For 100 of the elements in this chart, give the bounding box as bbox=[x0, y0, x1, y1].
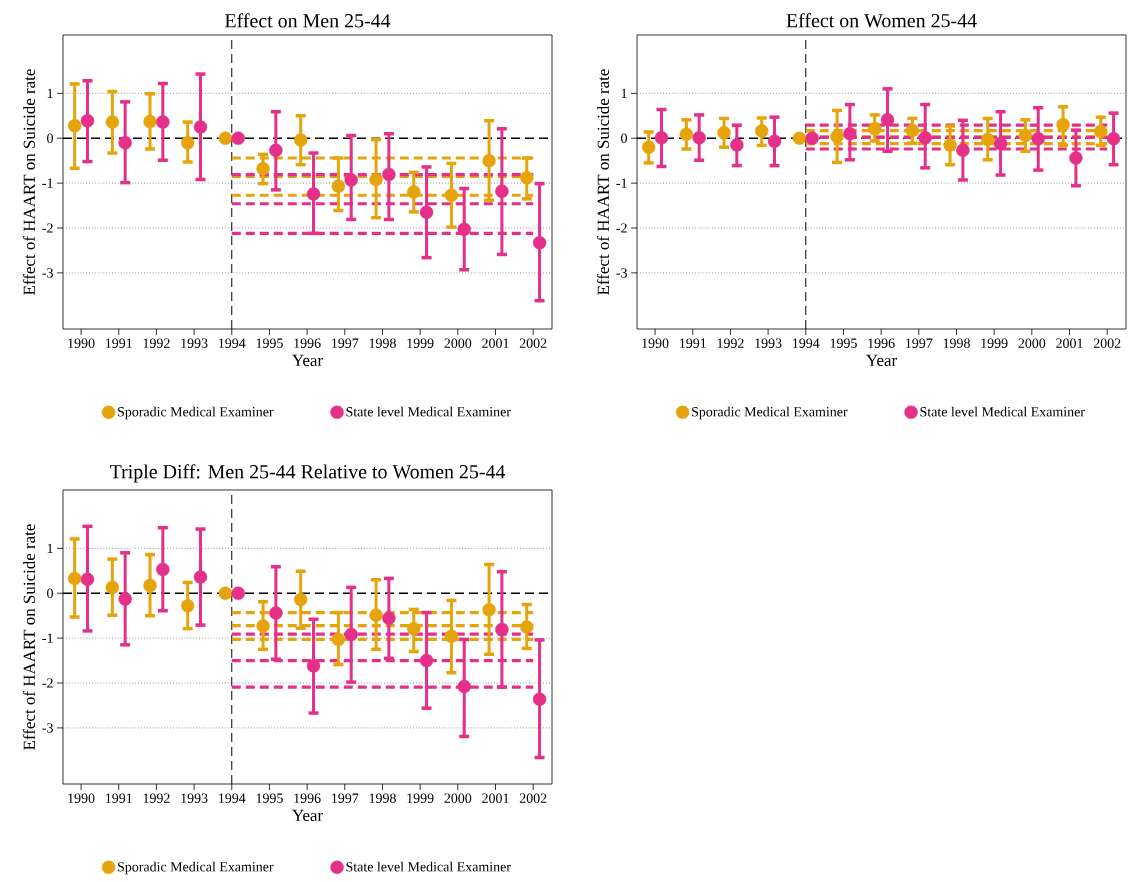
point bbox=[156, 115, 170, 129]
point bbox=[792, 131, 807, 145]
point bbox=[306, 659, 321, 673]
x-tick-label: 1991 bbox=[106, 793, 132, 803]
x-tick-label: 1997 bbox=[332, 338, 359, 348]
point bbox=[269, 606, 283, 620]
point bbox=[67, 118, 82, 133]
point bbox=[1031, 131, 1045, 146]
x-tick-label: 1990 bbox=[68, 338, 95, 348]
point bbox=[181, 136, 195, 150]
point bbox=[830, 129, 844, 144]
point bbox=[805, 131, 819, 145]
y-tick-label: -3 bbox=[42, 268, 53, 278]
point bbox=[294, 133, 308, 147]
point bbox=[730, 138, 744, 152]
y-axis-title: Effect of HAART on Suicide rate bbox=[22, 69, 36, 295]
y-tick-label: 1 bbox=[47, 543, 53, 553]
point bbox=[331, 632, 346, 647]
point bbox=[118, 592, 132, 606]
point bbox=[482, 153, 496, 168]
legend-label: State level Medical Examiner bbox=[920, 406, 1085, 417]
point bbox=[444, 629, 459, 644]
point bbox=[143, 114, 157, 129]
x-tick-label: 1998 bbox=[369, 793, 396, 803]
x-tick-label: 1992 bbox=[717, 338, 744, 348]
x-tick-label: 1992 bbox=[143, 793, 170, 803]
point bbox=[767, 134, 782, 149]
point bbox=[520, 620, 534, 634]
point bbox=[256, 162, 270, 176]
point bbox=[457, 222, 471, 237]
point bbox=[218, 586, 233, 600]
point bbox=[495, 184, 509, 198]
point bbox=[294, 592, 308, 607]
point bbox=[880, 113, 895, 127]
point bbox=[156, 562, 170, 577]
chart-title: Effect on Men 25-44 bbox=[224, 13, 391, 28]
x-tick-label: 1999 bbox=[407, 338, 434, 348]
x-tick-label: 1998 bbox=[369, 338, 396, 348]
x-tick-label: 1990 bbox=[68, 793, 95, 803]
point bbox=[231, 131, 245, 145]
x-tick-label: 2002 bbox=[519, 793, 547, 803]
x-tick-label: 1993 bbox=[181, 338, 208, 348]
point bbox=[495, 622, 509, 637]
point bbox=[1069, 151, 1083, 165]
point bbox=[717, 126, 731, 140]
chart-title: Triple Diff: Men 25-44 Relative to Women 25-44 bbox=[109, 464, 506, 483]
point bbox=[1018, 128, 1033, 143]
point bbox=[369, 172, 383, 187]
x-tick-label: 1991 bbox=[680, 338, 706, 348]
point bbox=[331, 179, 346, 193]
x-tick-label: 1995 bbox=[256, 338, 283, 348]
x-tick-label: 1995 bbox=[256, 793, 283, 803]
point bbox=[193, 120, 208, 134]
point bbox=[419, 205, 434, 219]
point bbox=[1056, 118, 1070, 132]
x-tick-label: 1996 bbox=[294, 793, 321, 803]
y-tick-label: 0 bbox=[47, 133, 53, 143]
point bbox=[532, 236, 547, 250]
x-tick-label: 2000 bbox=[444, 793, 472, 803]
legend-label: State level Medical Examiner bbox=[346, 406, 511, 417]
x-tick-label: 2000 bbox=[1018, 338, 1046, 348]
point bbox=[143, 578, 157, 593]
point bbox=[231, 586, 245, 600]
point bbox=[654, 131, 669, 145]
point bbox=[1094, 124, 1108, 139]
point bbox=[905, 123, 920, 138]
point bbox=[993, 136, 1008, 151]
point bbox=[482, 603, 496, 617]
x-tick-label: 1994 bbox=[219, 338, 246, 348]
point bbox=[843, 127, 857, 141]
point bbox=[981, 132, 995, 147]
x-tick-label: 1998 bbox=[943, 338, 970, 348]
point bbox=[105, 580, 120, 595]
y-tick-label: -1 bbox=[616, 178, 627, 188]
x-tick-label: 1990 bbox=[642, 338, 669, 348]
y-axis-title: Effect of HAART on Suicide rate bbox=[22, 524, 36, 750]
point bbox=[641, 140, 656, 154]
point bbox=[755, 124, 769, 138]
x-tick-label: 1994 bbox=[219, 793, 246, 803]
point bbox=[444, 188, 459, 202]
point bbox=[868, 122, 882, 136]
point bbox=[382, 611, 396, 626]
x-tick-label: 1993 bbox=[181, 793, 208, 803]
x-tick-label: 1993 bbox=[755, 338, 782, 348]
y-tick-label: -2 bbox=[42, 678, 53, 688]
point bbox=[407, 621, 421, 636]
y-tick-label: -3 bbox=[616, 268, 627, 278]
point bbox=[1106, 131, 1121, 146]
y-tick-label: 0 bbox=[47, 588, 53, 598]
point bbox=[118, 136, 132, 150]
x-tick-label: 1994 bbox=[793, 338, 820, 348]
y-tick-label: -3 bbox=[42, 723, 53, 733]
point bbox=[80, 572, 95, 587]
point bbox=[256, 619, 270, 633]
x-tick-label: 2001 bbox=[1056, 338, 1083, 348]
y-tick-label: -1 bbox=[42, 633, 53, 643]
x-axis-title: Year bbox=[292, 354, 323, 367]
x-axis-title: Year bbox=[292, 809, 323, 822]
point bbox=[105, 115, 120, 129]
point bbox=[457, 679, 471, 694]
